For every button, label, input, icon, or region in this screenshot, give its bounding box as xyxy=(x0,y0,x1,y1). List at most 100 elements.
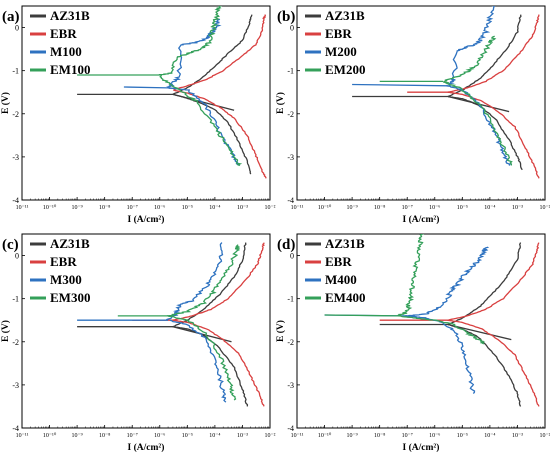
y-axis-title: E (V) xyxy=(275,92,286,114)
panel-label: (a) xyxy=(2,9,20,25)
curve-tafel-M200 xyxy=(352,83,448,87)
y-tick-label: -3 xyxy=(12,381,19,390)
y-axis-title: E (V) xyxy=(275,320,286,342)
curve-cathodic-AZ31B xyxy=(172,326,249,407)
x-tick-label: 10⁻⁴ xyxy=(484,433,495,439)
x-tick-label: 10⁻² xyxy=(540,205,550,211)
curve-cathodic-EM400 xyxy=(397,315,486,345)
curve-tafel-AZ31B xyxy=(77,326,232,343)
series-EM400 xyxy=(324,234,486,345)
y-tick-label: -4 xyxy=(12,424,19,433)
x-tick-label: 10⁻⁶ xyxy=(429,433,440,439)
x-tick-label: 10⁻⁹ xyxy=(346,205,357,211)
curve-anodic-AZ31B xyxy=(447,242,522,326)
x-tick-label: 10⁻⁵ xyxy=(182,205,193,211)
x-tick-label: 10⁻⁴ xyxy=(209,433,220,439)
legend-label: AZ31B xyxy=(325,8,365,23)
y-tick-label: -3 xyxy=(287,381,294,390)
series-EM300 xyxy=(117,244,241,401)
curve-cathodic-EM100 xyxy=(159,74,243,167)
curve-anodic-AZ31B xyxy=(172,14,253,95)
x-tick-label: 10⁻¹¹ xyxy=(16,433,29,439)
curve-anodic-EBR xyxy=(173,14,267,91)
x-tick-label: 10⁻² xyxy=(265,433,276,439)
curve-anodic-EBR xyxy=(447,14,540,93)
series-M200 xyxy=(352,6,511,166)
series-EBR xyxy=(407,14,540,179)
y-tick-label: -2 xyxy=(12,338,19,347)
plot-frame xyxy=(296,233,546,429)
x-tick-label: 10⁻⁷ xyxy=(127,433,138,439)
legend-label: EM300 xyxy=(50,290,90,305)
x-axis-title: I (A/cm²) xyxy=(128,214,165,225)
legend-label: EBR xyxy=(50,26,77,41)
x-tick-label: 10⁻¹⁰ xyxy=(43,204,57,211)
x-tick-label: 10⁻² xyxy=(265,205,276,211)
x-tick-label: 10⁻⁴ xyxy=(484,205,495,211)
x-axis-title: I (A/cm²) xyxy=(128,442,165,453)
legend-label: AZ31B xyxy=(50,236,90,251)
x-tick-label: 10⁻¹⁰ xyxy=(43,432,57,439)
series-M300 xyxy=(77,242,227,403)
y-tick-label: 0 xyxy=(15,252,19,261)
curve-tafel-AZ31B xyxy=(352,95,510,113)
curve-cathodic-M400 xyxy=(405,315,476,394)
y-tick-label: -1 xyxy=(12,67,19,76)
x-axis-title: I (A/cm²) xyxy=(403,214,440,225)
x-tick-label: 10⁻⁹ xyxy=(71,433,82,439)
panel-label: (b) xyxy=(277,9,295,25)
x-tick-label: 10⁻⁷ xyxy=(402,205,413,211)
legend-label: M300 xyxy=(50,272,82,287)
curve-cathodic-EBR xyxy=(172,319,265,407)
y-tick-label: 0 xyxy=(290,252,294,261)
panel-b: 10⁻¹¹ 10⁻¹⁰ 10⁻⁹ 10⁻⁸ 10⁻⁷ 10⁻⁶ 10⁻⁵ 10⁻⁴ 10⁻³ 10… xyxy=(275,5,550,225)
x-tick-label: 10⁻³ xyxy=(237,433,248,439)
x-tick-label: 10⁻⁶ xyxy=(154,433,165,439)
curve-anodic-EBR xyxy=(172,242,265,321)
legend-label: EM100 xyxy=(50,62,90,77)
x-tick-label: 10⁻⁹ xyxy=(346,433,357,439)
x-tick-label: 10⁻⁵ xyxy=(182,433,193,439)
x-tick-label: 10⁻⁷ xyxy=(402,433,413,439)
legend-label: M200 xyxy=(325,44,357,59)
panel-a: 10⁻¹¹ 10⁻¹⁰ 10⁻⁹ 10⁻⁸ 10⁻⁷ 10⁻⁶ 10⁻⁵ 10⁻⁴ 10⁻³ 10… xyxy=(0,5,276,225)
panel-c: 10⁻¹¹ 10⁻¹⁰ 10⁻⁹ 10⁻⁸ 10⁻⁷ 10⁻⁶ 10⁻⁵ 10⁻⁴ 10⁻³ 10… xyxy=(0,233,276,453)
x-tick-label: 10⁻⁴ xyxy=(209,205,220,211)
y-tick-label: -4 xyxy=(287,424,294,433)
x-tick-label: 10⁻¹¹ xyxy=(291,433,304,439)
x-tick-label: 10⁻⁸ xyxy=(374,205,385,211)
x-tick-label: 10⁻⁸ xyxy=(99,205,110,211)
series-EM100 xyxy=(77,6,243,167)
series-M100 xyxy=(123,18,241,166)
y-tick-label: -1 xyxy=(12,295,19,304)
x-tick-label: 10⁻⁸ xyxy=(99,433,110,439)
curve-anodic-EM200 xyxy=(443,35,497,83)
y-tick-label: -2 xyxy=(287,110,294,119)
legend-label: EBR xyxy=(325,26,352,41)
y-axis-title: E (V) xyxy=(0,92,11,114)
curve-cathodic-AZ31B xyxy=(447,323,522,407)
panel-label: (c) xyxy=(2,237,19,253)
x-tick-label: 10⁻³ xyxy=(512,433,523,439)
series-EM200 xyxy=(379,35,513,166)
x-tick-label: 10⁻¹¹ xyxy=(16,205,29,211)
curve-cathodic-AZ31B xyxy=(448,95,523,171)
y-tick-label: -4 xyxy=(12,196,19,205)
curve-cathodic-EBR xyxy=(173,89,267,179)
legend-label: EM400 xyxy=(325,290,365,305)
x-tick-label: 10⁻⁹ xyxy=(71,205,82,211)
curve-tafel-AZ31B xyxy=(77,93,235,111)
curve-tafel-AZ31B xyxy=(379,323,512,341)
curve-anodic-EM100 xyxy=(158,6,223,76)
y-tick-label: 0 xyxy=(15,24,19,33)
curve-anodic-EBR xyxy=(447,242,540,321)
y-tick-label: 0 xyxy=(290,24,294,33)
y-tick-label: -3 xyxy=(287,153,294,162)
legend-label: EM200 xyxy=(325,62,365,77)
curve-cathodic-EBR xyxy=(447,91,540,179)
curve-cathodic-M300 xyxy=(169,319,227,403)
curve-cathodic-EM200 xyxy=(442,81,513,166)
x-tick-label: 10⁻⁵ xyxy=(457,433,468,439)
